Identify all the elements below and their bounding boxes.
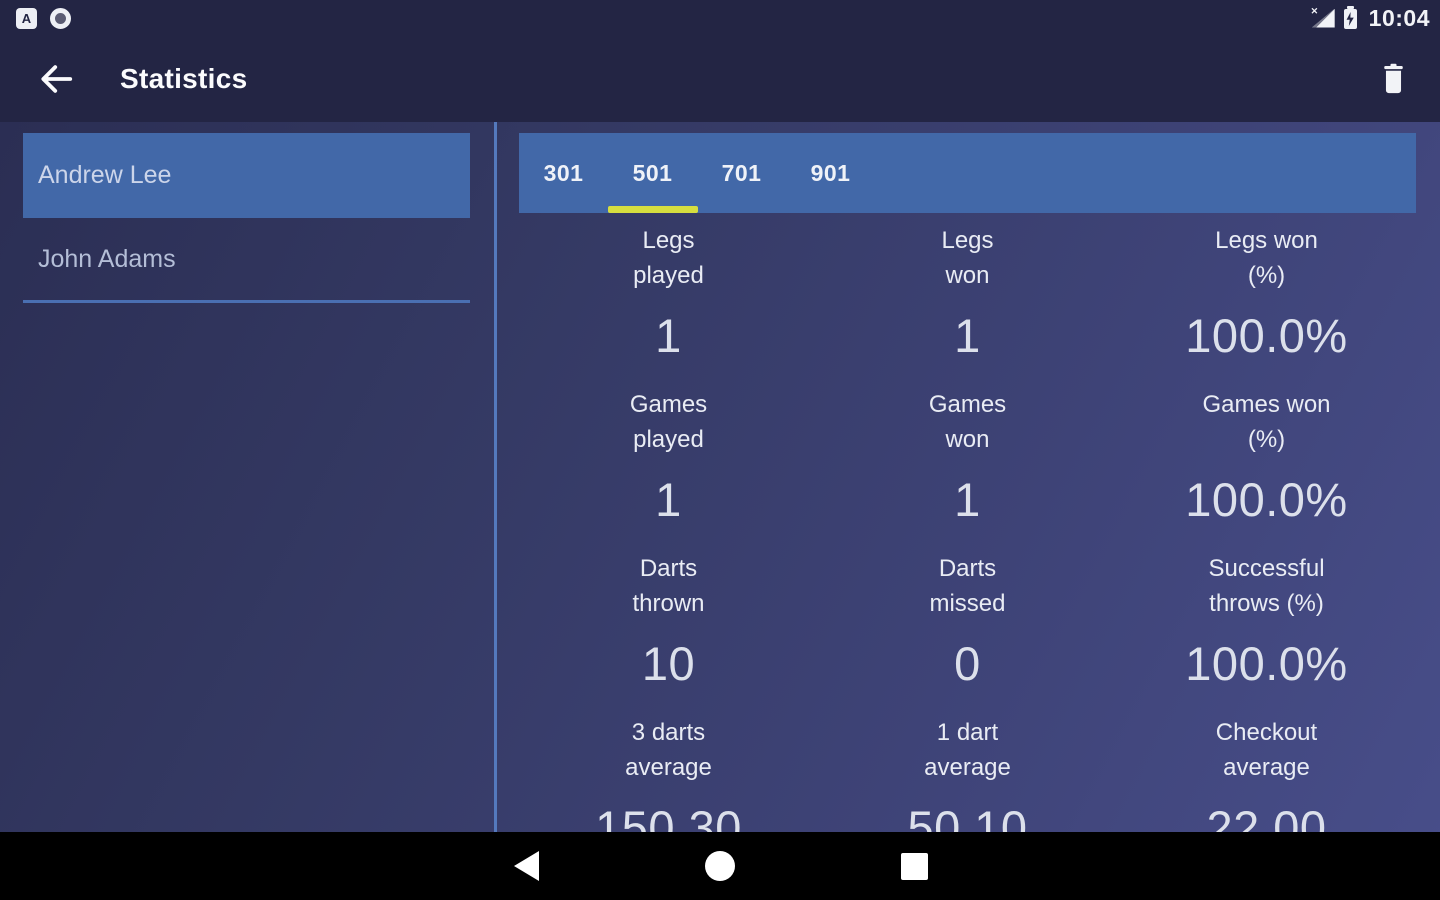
stat-label: Legs played (633, 227, 704, 289)
stat-darts-missed: Darts missed 0 (818, 551, 1117, 691)
player-list: Andrew Lee John Adams (0, 122, 497, 900)
arrow-back-icon (41, 65, 73, 93)
game-mode-tabs: 301 501 701 901 (519, 133, 1416, 213)
stat-label: Games played (629, 391, 708, 453)
home-circle-icon (705, 851, 735, 881)
tab-901[interactable]: 901 (810, 159, 851, 186)
stat-value: 100.0% (1185, 637, 1348, 690)
stat-value: 100.0% (1185, 473, 1348, 526)
player-item-andrew-lee[interactable]: Andrew Lee (23, 133, 470, 218)
tab-301[interactable]: 301 (543, 159, 584, 186)
android-nav-bar (0, 832, 1440, 900)
a-app-notification-icon: A (16, 7, 37, 29)
tab-701[interactable]: 701 (721, 159, 762, 186)
battery-charging-icon (1343, 6, 1357, 29)
stat-darts-thrown: Darts thrown 10 (519, 551, 818, 691)
delete-button[interactable] (1378, 60, 1408, 98)
stat-label: Checkout average (1215, 719, 1318, 781)
stat-legs-won: Legs won 1 (818, 223, 1117, 363)
stat-games-played: Games played 1 (519, 387, 818, 527)
stat-label: Legs won (941, 227, 994, 289)
trash-icon (1383, 63, 1403, 93)
stats-grid: Legs played 1 Legs won 1 Legs won (%) 10… (519, 213, 1416, 879)
page-title: Statistics (120, 63, 248, 94)
stat-legs-won-pct: Legs won (%) 100.0% (1117, 223, 1416, 363)
cell-signal-off-icon (1311, 6, 1335, 28)
stat-label: Games won (%) (1202, 391, 1331, 453)
back-button[interactable] (36, 59, 76, 99)
status-bar-notifications: A (16, 7, 71, 29)
stat-label: Successful throws (%) (1208, 555, 1325, 617)
stat-successful-throws-pct: Successful throws (%) 100.0% (1117, 551, 1416, 691)
selected-tab-indicator (608, 206, 698, 213)
stat-games-won: Games won 1 (818, 387, 1117, 527)
player-name: Andrew Lee (38, 161, 172, 189)
status-bar-system: 10:04 (1311, 4, 1430, 32)
stat-value: 1 (655, 473, 682, 526)
player-item-john-adams[interactable]: John Adams (23, 218, 470, 303)
stat-label: Games won (928, 391, 1007, 453)
clock: 10:04 (1368, 4, 1430, 31)
tab-501[interactable]: 501 (632, 159, 673, 186)
stat-value: 1 (655, 309, 682, 362)
stat-value: 1 (954, 309, 981, 362)
nav-home-button[interactable] (704, 850, 736, 882)
recents-square-icon (900, 852, 928, 880)
stat-legs-played: Legs played 1 (519, 223, 818, 363)
stat-value: 100.0% (1185, 309, 1348, 362)
back-triangle-icon (513, 851, 539, 881)
stat-label: Darts thrown (632, 555, 705, 617)
stat-checkout-average: Checkout average 22.00 (1117, 715, 1416, 855)
app-bar: Statistics (0, 36, 1440, 122)
stat-label: Darts missed (929, 555, 1006, 617)
stat-value: 10 (641, 637, 696, 690)
nav-recents-button[interactable] (898, 850, 930, 882)
circle-notification-icon (50, 7, 71, 29)
statistics-panel: 301 501 701 901 Legs played 1 Legs won 1… (500, 122, 1440, 900)
stat-games-won-pct: Games won (%) 100.0% (1117, 387, 1416, 527)
stat-value: 1 (954, 473, 981, 526)
status-bar: A 10:04 (0, 0, 1440, 36)
top-chrome: A 10:04 Statistics (0, 0, 1440, 122)
player-name: John Adams (38, 244, 176, 273)
stat-label: 3 darts average (625, 719, 712, 781)
stat-label: 1 dart average (924, 719, 1011, 781)
nav-back-button[interactable] (510, 850, 542, 882)
stat-value: 0 (954, 637, 981, 690)
stat-label: Legs won (%) (1215, 227, 1318, 289)
